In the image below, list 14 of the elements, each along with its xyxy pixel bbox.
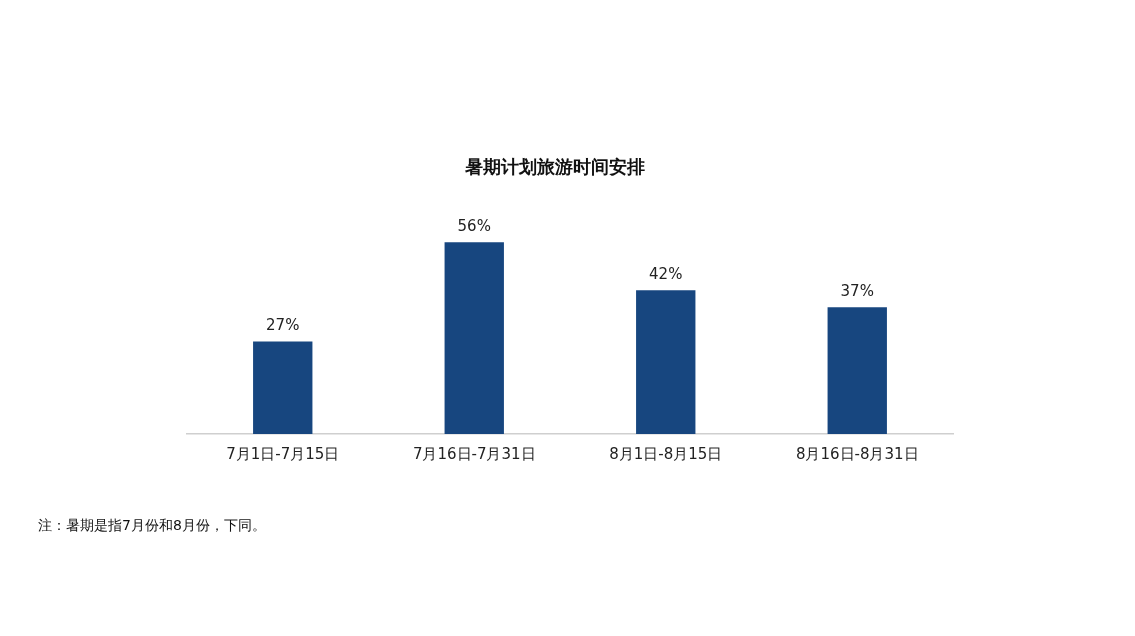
bar bbox=[253, 341, 313, 434]
chart-title: 暑期计划旅游时间安排 bbox=[464, 155, 646, 179]
text: 注：暑期是指7月份和8月份，下同。 bbox=[38, 517, 266, 535]
data-label: 56% bbox=[457, 216, 491, 235]
x-tick-label: 7月1日-7月15日 bbox=[226, 444, 340, 463]
data-label: 37% bbox=[840, 281, 874, 300]
bar bbox=[636, 290, 696, 434]
data-label: 27% bbox=[266, 315, 300, 334]
x-tick-label: 8月1日-8月15日 bbox=[609, 444, 723, 463]
x-tick-label: 7月16日-7月31日 bbox=[412, 444, 536, 463]
x-tick-label: 8月16日-8月31日 bbox=[795, 444, 919, 463]
bar bbox=[444, 242, 504, 434]
bar bbox=[827, 307, 887, 434]
data-label: 42% bbox=[649, 264, 683, 283]
